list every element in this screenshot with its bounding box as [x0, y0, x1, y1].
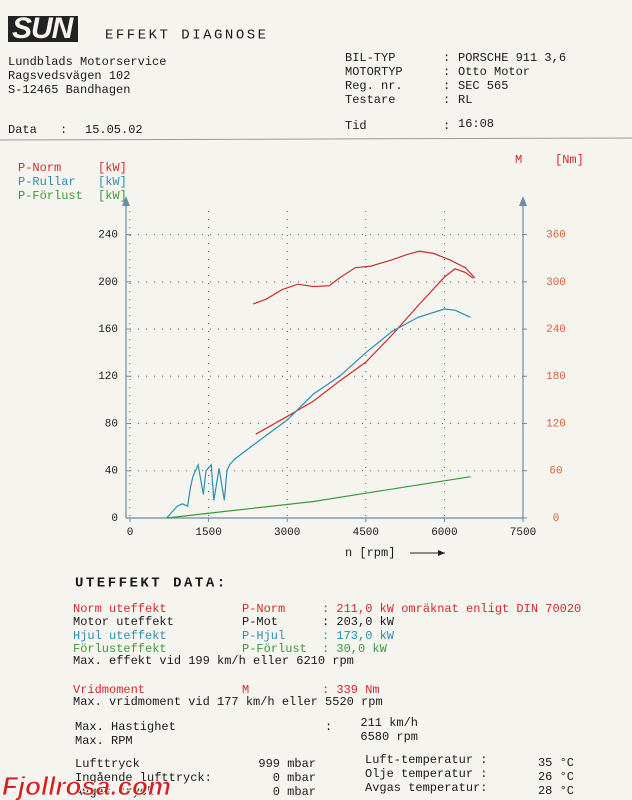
result-line: Max. effekt vid 199 km/h eller 6210 rpm — [73, 654, 354, 668]
vehicle-label: Testare — [345, 93, 395, 107]
time: 16:08 — [458, 117, 494, 131]
condition-value: 35 °C — [538, 756, 574, 770]
vehicle-value: RL — [458, 93, 472, 107]
vehicle-label: BIL-TYP — [345, 51, 395, 65]
result-value: : 203,0 kW — [322, 615, 395, 629]
result-label: Förlusteffekt — [73, 642, 167, 656]
y2-tick-label: 240 — [546, 324, 566, 336]
vehicle-value: SEC 565 — [458, 79, 508, 93]
vehicle-label: Reg. nr. — [345, 79, 403, 93]
y2-axis-arrow — [519, 196, 527, 206]
logo-box — [8, 16, 78, 42]
max-label: Max. RPM — [75, 734, 133, 748]
address-line: Lundblads Motorservice — [8, 55, 166, 69]
address-line: S-12465 Bandhagen — [8, 83, 130, 97]
results-title: UTEFFEKT DATA: — [75, 576, 228, 592]
divider — [0, 137, 632, 141]
y-tick-label: 240 — [98, 230, 118, 242]
sep: : — [443, 51, 450, 65]
y-tick-label: 80 — [105, 418, 118, 430]
legend-name: P-Rullar — [18, 175, 76, 189]
x-tick-label: 4500 — [353, 527, 379, 539]
y-axis-arrow — [122, 196, 130, 206]
condition-label: Avgas tryck — [75, 785, 154, 799]
result-name: M — [242, 683, 249, 697]
result-name: P-Hjul — [242, 629, 285, 643]
result-line: Max. vridmoment vid 177 km/h eller 5520 … — [73, 695, 383, 709]
series-line — [166, 308, 471, 519]
legend-name: P-Förlust — [18, 189, 83, 203]
series-line — [252, 250, 476, 305]
y-tick-label: 120 — [98, 371, 118, 383]
x-arrow-head — [438, 550, 445, 556]
sep: : — [443, 119, 450, 133]
condition-label: Avgas temperatur: — [365, 781, 487, 795]
legend-name: M — [515, 153, 522, 167]
condition-value: 28 °C — [538, 784, 574, 798]
sep: : — [60, 123, 67, 137]
y-tick-label: 40 — [105, 466, 118, 478]
date-label: Data — [8, 123, 37, 137]
legend-name: P-Norm — [18, 161, 61, 175]
x-tick-label: 1500 — [195, 527, 221, 539]
max-label: Max. Hastighet — [75, 720, 176, 734]
condition-value: 26 °C — [538, 770, 574, 784]
logo: SUN — [12, 12, 75, 45]
vehicle-label: MOTORTYP — [345, 65, 403, 79]
result-label: Vridmoment — [73, 683, 145, 697]
legend-unit: [kW] — [98, 161, 127, 175]
max-value: 6580 rpm — [360, 730, 418, 744]
y2-tick-label: 360 — [546, 230, 566, 242]
result-value: : 173,0 kW — [322, 629, 395, 643]
x-tick-label: 3000 — [274, 527, 300, 539]
result-value: : 339 Nm — [322, 683, 380, 697]
vehicle-value: Otto Motor — [458, 65, 530, 79]
legend-unit: [kW] — [98, 189, 127, 203]
condition-label: Lufttryck — [75, 757, 140, 771]
y2-tick-label: 120 — [546, 418, 566, 430]
condition-label: Ingående lufttryck: — [75, 771, 212, 785]
result-value: : 211,0 kW omräknat enligt DIN 70020 — [322, 602, 581, 616]
watermark: Fjollrosa.com — [2, 771, 171, 800]
sep: : — [325, 720, 332, 734]
result-name: P-Mot — [242, 615, 278, 629]
sep: : — [443, 65, 450, 79]
condition-value: 0 mbar — [273, 785, 316, 799]
vehicle-value: PORSCHE 911 3,6 — [458, 51, 566, 65]
result-label: Norm uteffekt — [73, 602, 167, 616]
series-line — [166, 476, 471, 519]
max-value: 211 km/h — [360, 716, 418, 730]
x-tick-label: 6000 — [431, 527, 457, 539]
y-tick-label: 0 — [111, 513, 118, 525]
time-label: Tid — [345, 119, 367, 133]
result-label: Motor uteffekt — [73, 615, 174, 629]
sep: : — [443, 93, 450, 107]
y2-tick-label: 60 — [549, 466, 562, 478]
result-value: : 30,0 kW — [322, 642, 388, 656]
y2-tick-label: 300 — [546, 277, 566, 289]
date: 15.05.02 — [85, 123, 143, 137]
y2-tick-label: 180 — [546, 371, 566, 383]
result-label: Hjul uteffekt — [73, 629, 167, 643]
condition-label: Luft-temperatur : — [365, 753, 487, 767]
address-line: Ragsvedsvägen 102 — [8, 69, 130, 83]
sep: : — [443, 79, 450, 93]
condition-value: 999 mbar — [258, 757, 316, 771]
y-tick-label: 160 — [98, 324, 118, 336]
result-name: P-Norm — [242, 602, 285, 616]
condition-label: Olje temperatur : — [365, 767, 487, 781]
y-tick-label: 200 — [98, 277, 118, 289]
condition-value: 0 mbar — [273, 771, 316, 785]
x-axis-label: n [rpm] — [345, 546, 395, 560]
legend-unit: [kW] — [98, 175, 127, 189]
x-tick-label: 0 — [127, 527, 134, 539]
title: EFFEKT DIAGNOSE — [105, 28, 269, 44]
legend-unit: [Nm] — [555, 153, 584, 167]
series-line — [255, 268, 474, 435]
y2-tick-label: 0 — [553, 513, 560, 525]
result-name: P-Förlust — [242, 642, 307, 656]
x-tick-label: 7500 — [510, 527, 536, 539]
